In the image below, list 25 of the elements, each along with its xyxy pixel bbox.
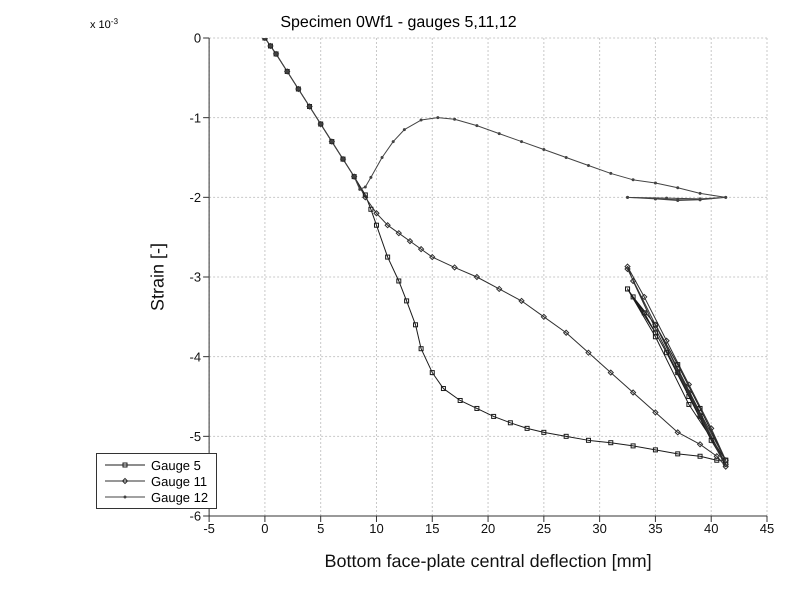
x-tick-label: 10 bbox=[369, 521, 384, 536]
x-tick-label: 40 bbox=[704, 521, 718, 536]
y-tick-label: -2 bbox=[190, 190, 202, 205]
y-tick-label: -1 bbox=[190, 110, 202, 126]
x-tick-label: 35 bbox=[648, 521, 663, 536]
text: x 10$^{-3}$ bbox=[90, 16, 119, 31]
y-tick-label: -3 bbox=[190, 270, 202, 285]
legend-label: Gauge 5 bbox=[151, 458, 201, 472]
y-tick-label: -6 bbox=[190, 508, 202, 524]
legend-label: Gauge 11 bbox=[151, 474, 208, 488]
x-tick-label: 15 bbox=[425, 521, 440, 536]
x-tick-label: 20 bbox=[480, 521, 496, 536]
x-tick-label: 30 bbox=[592, 521, 607, 536]
y-axis-title: Strain [-] bbox=[148, 242, 168, 312]
x-tick-label: 25 bbox=[536, 521, 552, 536]
x-tick-label: 45 bbox=[760, 521, 774, 536]
x-tick-label: -5 bbox=[203, 521, 215, 536]
x-tick-label: 5 bbox=[317, 521, 324, 536]
chart-title: Specimen 0Wf1 - gauges 5,11,12 bbox=[280, 14, 517, 31]
x-tick-label: 0 bbox=[261, 521, 269, 536]
x-axis-title: Bottom face-plate central deflection [mm] bbox=[324, 551, 652, 571]
y-tick-label: 0 bbox=[194, 30, 202, 46]
y-tick-label: -5 bbox=[190, 428, 202, 444]
legend-label: Gauge 12 bbox=[151, 490, 208, 504]
y-tick-label: -4 bbox=[190, 349, 202, 364]
